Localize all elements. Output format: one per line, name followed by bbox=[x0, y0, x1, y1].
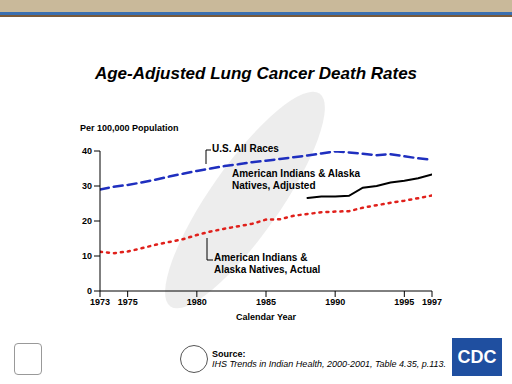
html-text:IHS Trends in Indian Health, 2: IHS Trends in Indian Health, 2000-2001, … bbox=[212, 359, 446, 369]
svg-text:1997: 1997 bbox=[422, 297, 442, 307]
html-text:American Indians & Alaska Nati: American Indians & Alaska Natives, Actua… bbox=[214, 252, 321, 275]
svg-text:1990: 1990 bbox=[325, 297, 345, 307]
svg-text:20: 20 bbox=[82, 216, 92, 226]
html-text:Per 100,000 Population: Per 100,000 Population bbox=[80, 123, 179, 133]
svg-text:40: 40 bbox=[82, 146, 92, 156]
svg-text:1985: 1985 bbox=[256, 297, 276, 307]
svg-text:10: 10 bbox=[82, 251, 92, 261]
html-text:Source:: Source: bbox=[212, 349, 246, 359]
svg-text:1975: 1975 bbox=[118, 297, 138, 307]
svg-text:0: 0 bbox=[87, 286, 92, 296]
svg-text:1973: 1973 bbox=[90, 297, 110, 307]
html-text:American Indians & Alaska Nati: American Indians & Alaska Natives, Adjus… bbox=[232, 168, 360, 191]
html-text:Age-Adjusted Lung Cancer Death: Age-Adjusted Lung Cancer Death Rates bbox=[94, 64, 417, 83]
svg-text:1995: 1995 bbox=[394, 297, 414, 307]
html-text:U.S. All Races: U.S. All Races bbox=[212, 143, 279, 154]
svg-text:30: 30 bbox=[82, 181, 92, 191]
html-text:Calendar Year: Calendar Year bbox=[236, 312, 296, 322]
svg-text:1980: 1980 bbox=[187, 297, 207, 307]
html-text:CDC: CDC bbox=[457, 347, 497, 367]
